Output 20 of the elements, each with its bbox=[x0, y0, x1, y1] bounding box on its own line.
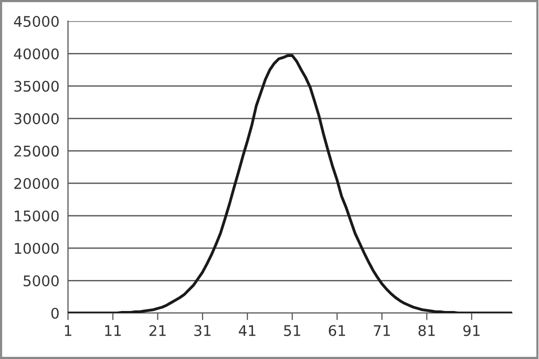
x-tick-label: 41 bbox=[238, 325, 256, 336]
y-tick-label: 20000 bbox=[14, 178, 59, 190]
x-tick-label: 91 bbox=[463, 325, 480, 336]
y-tick-label: 0 bbox=[51, 308, 59, 319]
y-tick-label: 45000 bbox=[14, 16, 59, 27]
y-tick-label: 35000 bbox=[14, 80, 59, 92]
x-tick-label: 1 bbox=[64, 325, 72, 336]
x-tick-label: 71 bbox=[374, 325, 390, 336]
x-tick-label: 51 bbox=[284, 325, 300, 336]
y-tick-label: 30000 bbox=[14, 113, 59, 124]
x-tick-label: 31 bbox=[194, 325, 210, 336]
x-tick-label: 61 bbox=[328, 325, 346, 336]
x-tick-label: 11 bbox=[105, 325, 121, 336]
x-tick-label: 81 bbox=[418, 325, 435, 336]
y-tick-label: 5000 bbox=[24, 275, 59, 286]
y-tick-label: 40000 bbox=[14, 48, 59, 60]
x-tick-label: 21 bbox=[149, 325, 166, 336]
y-tick-label: 25000 bbox=[14, 146, 59, 157]
y-tick-label: 10000 bbox=[14, 242, 59, 254]
y-tick-label: 15000 bbox=[14, 210, 59, 222]
